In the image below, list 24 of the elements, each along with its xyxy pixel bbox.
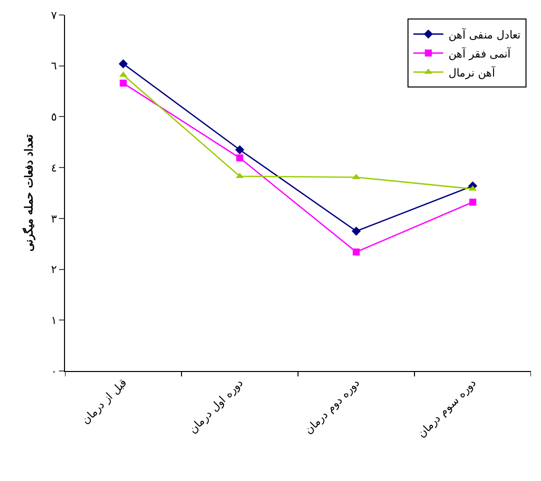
y-tick-label: ٢ <box>50 263 57 276</box>
x-tick-label: دوره اول درمان <box>186 376 246 436</box>
x-tick-label: دوره سوم درمان <box>415 376 479 440</box>
y-tick-label: ٦ <box>50 60 57 73</box>
y-tick-label: ١ <box>50 314 57 327</box>
y-tick-label: ٣ <box>50 212 57 226</box>
y-tick-label: ٠ <box>50 364 57 378</box>
y-axis-title: تعداد دفعات حمله میگرنی <box>21 134 36 252</box>
point <box>352 226 361 236</box>
x-tick-label: دوره دوم درمان <box>302 376 362 437</box>
point <box>120 80 127 87</box>
point <box>468 185 477 191</box>
y-tick-label: ٥ <box>50 110 57 124</box>
legend-label: تعادل منفی آهن <box>448 28 520 42</box>
point <box>469 198 476 206</box>
x-tick-label: قبل از درمان <box>79 376 130 427</box>
legend-label: آهن نرمال <box>448 66 496 80</box>
point <box>236 154 244 162</box>
point <box>352 248 360 256</box>
point <box>118 59 128 68</box>
point <box>235 145 244 154</box>
legend-label: آنمی فقر آهن <box>448 47 512 60</box>
y-tick-label: ٧ <box>50 8 57 22</box>
y-tick-label: ٤ <box>50 161 57 174</box>
